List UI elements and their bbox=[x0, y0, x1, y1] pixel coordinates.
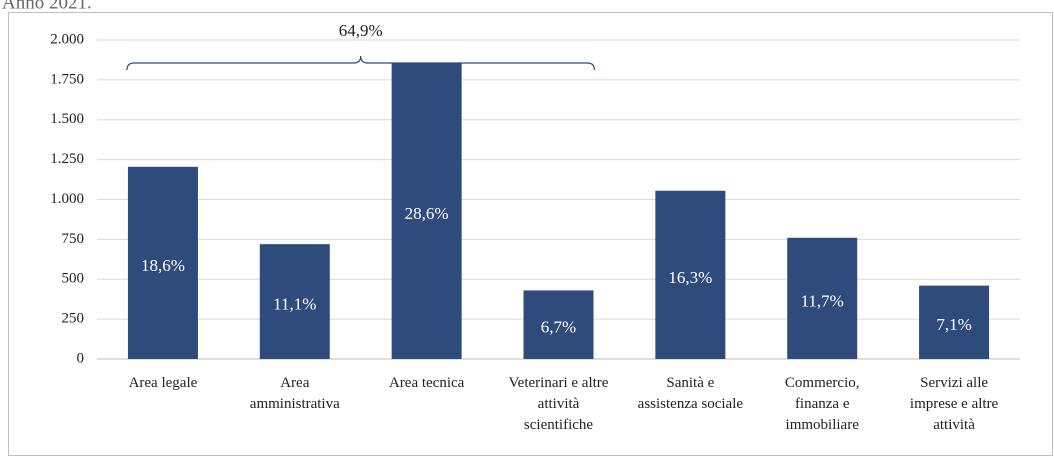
bracket-label: 64,9% bbox=[339, 21, 383, 40]
y-tick-label: 1.250 bbox=[50, 151, 84, 167]
data-label: 6,7% bbox=[541, 318, 576, 337]
x-tick-label: Area tecnica bbox=[389, 375, 465, 391]
bar bbox=[259, 244, 330, 359]
y-tick-label: 0 bbox=[77, 350, 85, 366]
data-label: 11,1% bbox=[273, 294, 316, 313]
y-tick-label: 500 bbox=[62, 271, 85, 287]
bar bbox=[391, 63, 462, 359]
x-tick-label: Sanità e assistenza sociale bbox=[638, 375, 744, 412]
y-tick-label: 1.000 bbox=[50, 191, 84, 207]
x-tick-label: Servizi alle imprese e altre attività bbox=[910, 375, 999, 433]
data-label: 11,7% bbox=[801, 291, 844, 310]
y-tick-label: 250 bbox=[62, 311, 85, 327]
x-tick-label: Veterinari e altre attività scientifiche bbox=[509, 375, 609, 433]
y-tick-label: 2.000 bbox=[50, 31, 84, 47]
bar bbox=[127, 166, 198, 359]
chart-frame bbox=[8, 12, 1053, 456]
bar bbox=[787, 237, 858, 359]
bar bbox=[919, 285, 990, 359]
x-tick-label: Commercio, finanza e immobiliare bbox=[785, 375, 860, 433]
y-tick-label: 1.750 bbox=[50, 71, 84, 87]
x-tick-label: Area amministrativa bbox=[250, 375, 340, 412]
chart-title: Anno 2021. bbox=[2, 0, 92, 13]
bar bbox=[655, 190, 726, 359]
data-label: 28,6% bbox=[405, 204, 449, 223]
x-tick-label: Area legale bbox=[129, 375, 198, 391]
y-tick-label: 750 bbox=[62, 231, 85, 247]
data-label: 7,1% bbox=[936, 315, 971, 334]
data-label: 18,6% bbox=[141, 256, 185, 275]
y-tick-label: 1.500 bbox=[50, 111, 84, 127]
bar bbox=[523, 290, 594, 359]
bracket bbox=[126, 55, 596, 71]
data-label: 16,3% bbox=[668, 268, 712, 287]
